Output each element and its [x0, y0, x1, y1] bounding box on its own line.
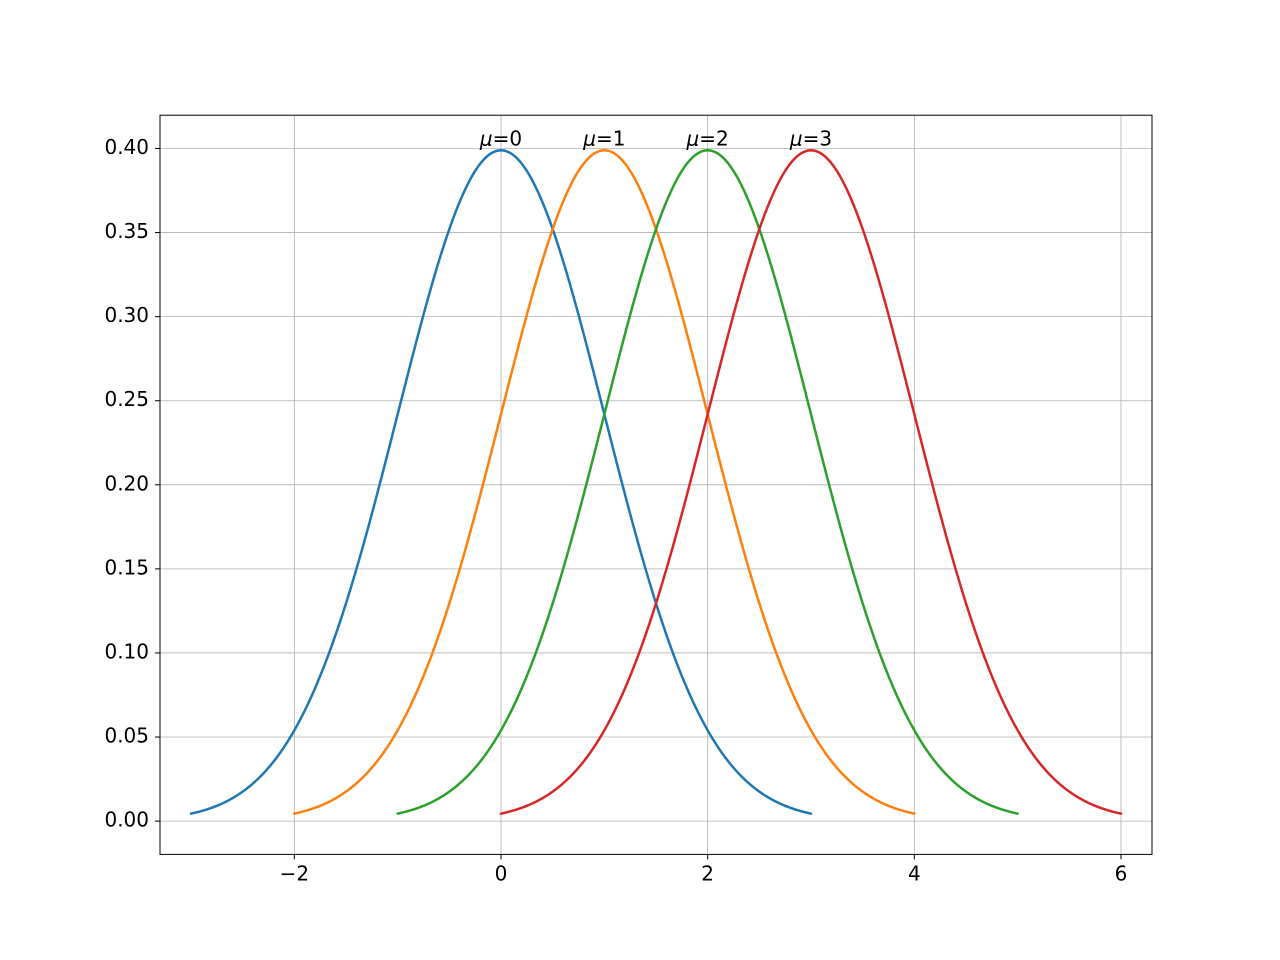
series-label-0: μ=0: [479, 126, 522, 150]
y-tick-label: 0.35: [104, 219, 149, 243]
y-tick-label: 0.25: [104, 387, 149, 411]
y-tick-label: 0.05: [104, 724, 149, 748]
x-tick-label: 2: [701, 862, 714, 886]
y-tick-label: 0.20: [104, 471, 149, 495]
chart-container: μ=0 μ=1 μ=2 μ=3 −2 0 2 4 6 0.00 0.05 0.10 0.15 0.20 0.…: [0, 0, 1280, 960]
y-tick-label: 0.15: [104, 555, 149, 579]
y-tick-label: 0.30: [104, 303, 149, 327]
y-tick-label: 0.10: [104, 639, 149, 663]
x-tick-label: −2: [280, 862, 309, 886]
x-tick-label: 6: [1115, 862, 1128, 886]
normal-pdf-line-chart: μ=0 μ=1 μ=2 μ=3 −2 0 2 4 6 0.00 0.05 0.10 0.15 0.20 0.…: [0, 0, 1280, 960]
x-tick-label: 0: [495, 862, 508, 886]
y-tick-label: 0.00: [104, 808, 149, 832]
series-label-2: μ=2: [686, 126, 729, 150]
series-label-3: μ=3: [789, 126, 832, 150]
series-label-1: μ=1: [582, 126, 625, 150]
y-tick-label: 0.40: [104, 135, 149, 159]
x-tick-label: 4: [908, 862, 921, 886]
